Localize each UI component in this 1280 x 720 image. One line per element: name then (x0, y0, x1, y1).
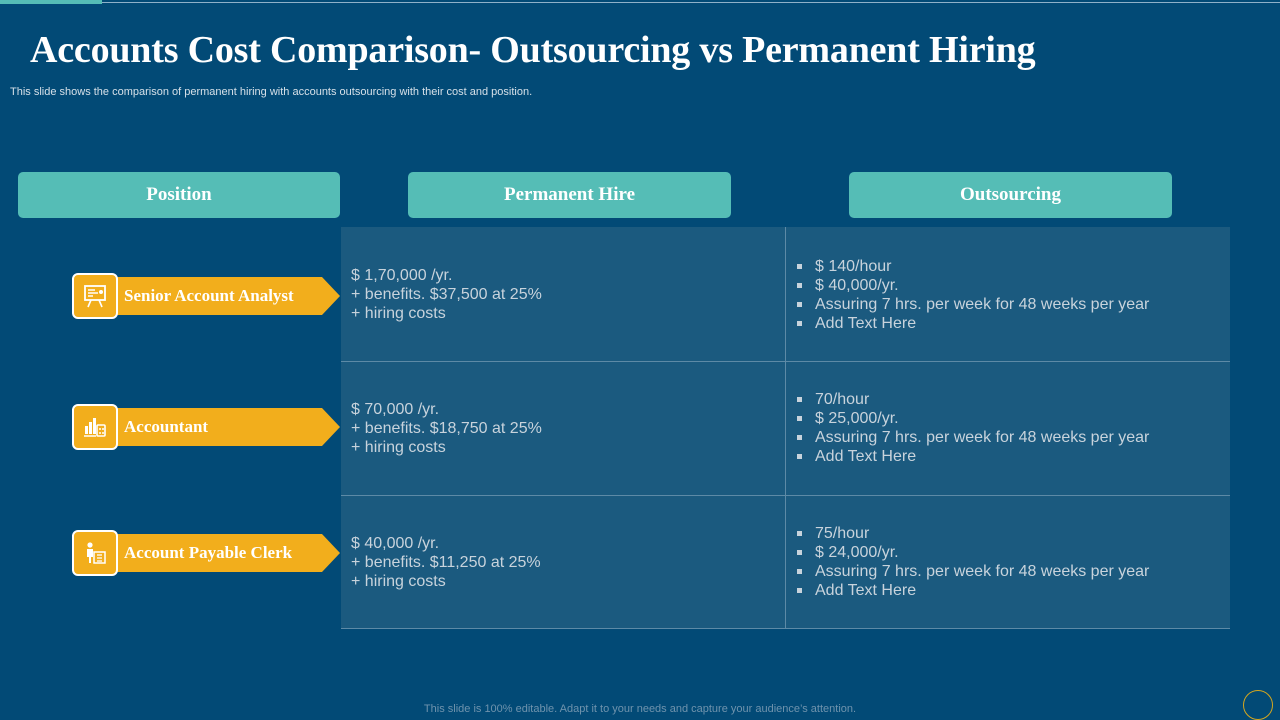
position-name: Account Payable Clerk (124, 543, 293, 562)
arrow-shape (102, 408, 340, 446)
permanent-cost-senior-account-analyst: $ 1,70,000 /yr. + benefits. $37,500 at 2… (351, 266, 771, 323)
list-item: $ 140/hour (796, 257, 1216, 276)
list-item: 75/hour (796, 524, 1216, 543)
list-item: Assuring 7 hrs. per week for 48 weeks pe… (796, 562, 1216, 581)
cost-line: $ 1,70,000 /yr. (351, 267, 453, 284)
top-rule (0, 2, 1280, 3)
list-item: $ 24,000/yr. (796, 543, 1216, 562)
cost-line: + hiring costs (351, 305, 446, 322)
table-row-divider (341, 495, 1230, 496)
position-label-accountant: Accountant (72, 404, 340, 450)
list-item: Add Text Here (796, 314, 1216, 333)
position-label-senior-account-analyst: Senior Account Analyst (72, 273, 340, 319)
list-item: $ 25,000/yr. (796, 409, 1216, 428)
arrow-shape (102, 534, 340, 572)
cost-line: + hiring costs (351, 573, 446, 590)
list-item: $ 40,000/yr. (796, 276, 1216, 295)
arrow-shape (102, 277, 340, 315)
position-name: Senior Account Analyst (124, 286, 294, 305)
slide-footer-note: This slide is 100% editable. Adapt it to… (423, 703, 857, 715)
table-row-divider (341, 361, 1230, 362)
header-permanent-hire: Permanent Hire (408, 172, 731, 218)
list-item: Assuring 7 hrs. per week for 48 weeks pe… (796, 428, 1216, 447)
list-item: Add Text Here (796, 581, 1216, 600)
header-outsourcing: Outsourcing (849, 172, 1172, 218)
list-item: 70/hour (796, 390, 1216, 409)
permanent-cost-account-payable-clerk: $ 40,000 /yr. + benefits. $11,250 at 25%… (351, 534, 771, 591)
position-name: Accountant (124, 417, 209, 436)
outsourcing-cost-account-payable-clerk: 75/hour $ 24,000/yr. Assuring 7 hrs. per… (796, 524, 1216, 600)
cost-line: + benefits. $11,250 at 25% (351, 554, 541, 571)
list-item: Add Text Here (796, 447, 1216, 466)
outsourcing-cost-accountant: 70/hour $ 25,000/yr. Assuring 7 hrs. per… (796, 390, 1216, 466)
top-accent-bar (0, 0, 102, 4)
clerk-desk-icon (72, 530, 118, 576)
outsourcing-cost-senior-account-analyst: $ 140/hour $ 40,000/yr. Assuring 7 hrs. … (796, 257, 1216, 333)
cost-line: $ 70,000 /yr. (351, 401, 440, 418)
header-position: Position (18, 172, 340, 218)
cost-line: + benefits. $37,500 at 25% (351, 286, 542, 303)
table-bottom-rule (341, 628, 1230, 629)
cost-line: + hiring costs (351, 439, 446, 456)
permanent-cost-accountant: $ 70,000 /yr. + benefits. $18,750 at 25%… (351, 400, 771, 457)
cost-line: + benefits. $18,750 at 25% (351, 420, 542, 437)
corner-circle-decoration (1243, 690, 1273, 720)
slide-subtitle: This slide shows the comparison of perma… (10, 86, 533, 98)
slide-title: Accounts Cost Comparison- Outsourcing vs… (30, 29, 1036, 71)
calculator-chart-icon (72, 404, 118, 450)
position-label-account-payable-clerk: Account Payable Clerk (72, 530, 340, 576)
presentation-board-icon (72, 273, 118, 319)
list-item: Assuring 7 hrs. per week for 48 weeks pe… (796, 295, 1216, 314)
cost-line: $ 40,000 /yr. (351, 535, 440, 552)
table-column-divider (785, 227, 786, 629)
